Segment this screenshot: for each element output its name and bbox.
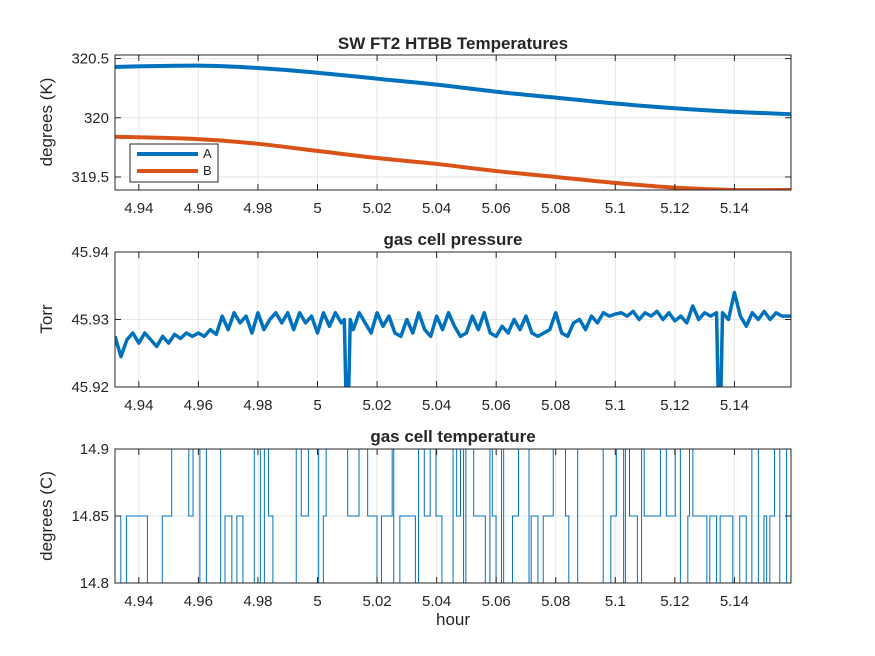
panel-1-x-ticks: 4.94 4.96 4.98 5 5.02 5.04 5.06 5.08 5.1 5.12 5.14	[124, 55, 749, 217]
series-line-b	[115, 134, 791, 190]
y-tick-label: 45.92	[71, 379, 109, 396]
x-tick-label: 5.02	[362, 397, 391, 414]
y-tick-label: 320	[84, 110, 109, 127]
y-tick-label: 14.85	[71, 508, 109, 525]
x-axis-label: hour	[436, 610, 470, 629]
x-tick-label: 5.02	[362, 593, 391, 610]
x-tick-label: 5.1	[605, 200, 626, 217]
panel-gas-cell-pressure: 4.94 4.96 4.98 5 5.02 5.04 5.06 5.08 5.1 5.12 5.14…	[37, 230, 792, 414]
panel-1-title: SW FT2 HTBB Temperatures	[338, 34, 568, 53]
panel-3-plot-area	[115, 449, 791, 583]
panel-3-y-label: degrees (C)	[37, 471, 56, 561]
legend-label-b: B	[203, 163, 212, 178]
x-tick-label: 5.14	[720, 397, 749, 414]
legend-box	[129, 143, 219, 183]
x-tick-label: 5.08	[541, 397, 570, 414]
y-tick-label: 45.93	[71, 312, 109, 329]
x-tick-label: 4.98	[243, 397, 272, 414]
panel-1-y-ticks: 319.5 320 320.5	[71, 51, 791, 186]
x-tick-label: 5.02	[362, 200, 391, 217]
x-tick-label: 5.1	[605, 593, 626, 610]
x-tick-label: 4.94	[124, 397, 153, 414]
x-tick-label: 5.14	[720, 593, 749, 610]
x-tick-label: 5	[313, 200, 321, 217]
panel-gas-cell-temperature: 4.94 4.96 4.98 5 5.02 5.04 5.06 5.08 5.1 5.12 5.14…	[37, 427, 792, 629]
x-tick-label: 5.04	[422, 200, 451, 217]
panel-1-grid	[115, 55, 791, 190]
y-tick-label: 14.9	[80, 441, 109, 458]
x-tick-label: 5.04	[422, 593, 451, 610]
panel-2-plot-area	[115, 290, 791, 387]
y-tick-label: 14.8	[80, 575, 109, 592]
panel-htbb-temperatures: 4.94 4.96 4.98 5 5.02 5.04 5.06 5.08 5.1 5.12 5.14…	[37, 34, 792, 217]
x-tick-label: 5.12	[660, 593, 689, 610]
x-tick-label: 5.12	[660, 200, 689, 217]
panel-1-plot-area	[115, 63, 791, 190]
y-tick-label: 320.5	[71, 51, 109, 68]
x-tick-label: 5.08	[541, 200, 570, 217]
x-tick-label: 5.12	[660, 397, 689, 414]
series-line-a	[115, 63, 791, 117]
x-tick-label: 4.96	[184, 593, 213, 610]
x-tick-label: 5.08	[541, 593, 570, 610]
x-tick-label: 4.98	[243, 593, 272, 610]
panel-3-title: gas cell temperature	[370, 427, 535, 446]
x-tick-label: 5	[313, 397, 321, 414]
panel-1-y-label: degrees (K)	[37, 78, 56, 167]
x-tick-label: 5.06	[482, 397, 511, 414]
x-tick-label: 4.98	[243, 200, 272, 217]
panel-2-y-ticks: 45.92 45.93 45.94	[71, 244, 791, 396]
legend-label-a: A	[203, 146, 212, 161]
x-tick-label: 4.96	[184, 397, 213, 414]
y-tick-label: 45.94	[71, 244, 109, 261]
panel-2-x-ticks: 4.94 4.96 4.98 5 5.02 5.04 5.06 5.08 5.1 5.12 5.14	[124, 252, 749, 414]
x-tick-label: 4.96	[184, 200, 213, 217]
panel-3-y-ticks: 14.8 14.85 14.9	[71, 441, 791, 592]
panel-1-axes-box	[114, 54, 792, 191]
x-tick-label: 5	[313, 593, 321, 610]
y-tick-label: 319.5	[71, 169, 109, 186]
x-tick-label: 4.94	[124, 200, 153, 217]
legend: A B	[129, 143, 219, 183]
x-tick-label: 5.14	[720, 200, 749, 217]
x-tick-label: 5.1	[605, 397, 626, 414]
panel-2-y-label: Torr	[37, 304, 56, 334]
temperature-line	[115, 449, 791, 583]
x-tick-label: 4.94	[124, 593, 153, 610]
pressure-line	[115, 290, 791, 387]
x-tick-label: 5.04	[422, 397, 451, 414]
x-tick-label: 5.06	[482, 200, 511, 217]
panel-2-title: gas cell pressure	[384, 230, 523, 249]
x-tick-label: 5.06	[482, 593, 511, 610]
panel-3-x-ticks: 4.94 4.96 4.98 5 5.02 5.04 5.06 5.08 5.1 5.12 5.14	[124, 449, 749, 610]
